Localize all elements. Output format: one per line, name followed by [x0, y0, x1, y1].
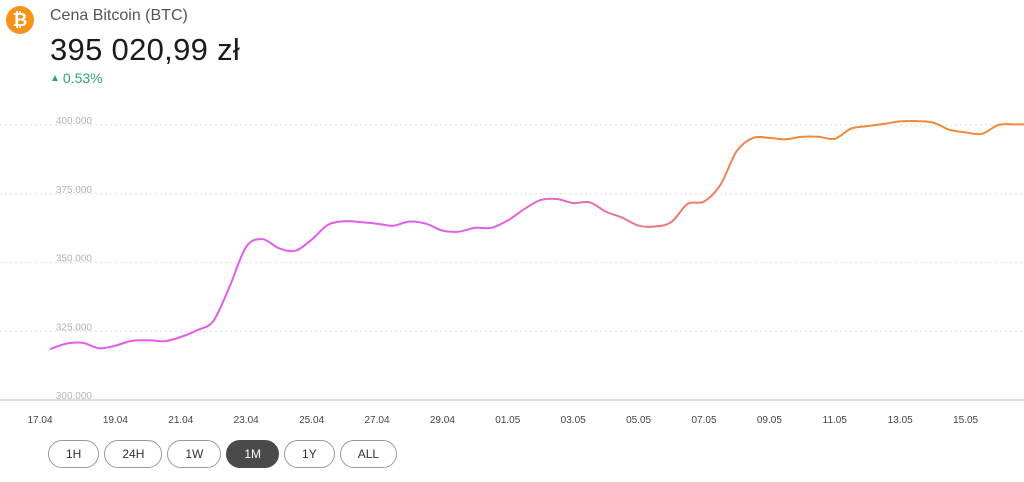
- range-button-1h[interactable]: 1H: [48, 440, 100, 468]
- y-tick-label: 400.000: [56, 116, 93, 127]
- y-tick-label: 375.000: [56, 185, 93, 196]
- x-tick-label: 21.04: [168, 415, 193, 426]
- x-tick-label: 19.04: [103, 415, 128, 426]
- range-button-24h[interactable]: 24H: [104, 440, 163, 468]
- x-tick-label: 27.04: [364, 415, 389, 426]
- bitcoin-logo-icon: ₿: [6, 6, 34, 34]
- y-tick-label: 325.000: [56, 322, 93, 333]
- range-button-all[interactable]: ALL: [339, 440, 398, 468]
- x-tick-label: 09.05: [757, 415, 782, 426]
- y-tick-label: 350.000: [56, 254, 93, 265]
- x-tick-label: 29.04: [430, 415, 455, 426]
- x-tick-label: 03.05: [561, 415, 586, 426]
- range-button-1w[interactable]: 1W: [167, 440, 222, 468]
- asset-name: Cena Bitcoin (BTC): [50, 7, 188, 24]
- time-range-selector: 1H 24H 1W 1M 1Y ALL: [48, 440, 398, 468]
- range-button-1m[interactable]: 1M: [226, 440, 280, 468]
- triangle-up-icon: ▲: [50, 72, 60, 84]
- x-tick-label: 11.05: [823, 415, 848, 426]
- x-tick-label: 17.04: [27, 415, 52, 426]
- x-tick-label: 01.05: [495, 415, 520, 426]
- price-chart: 400.000 375.000 350.000 325.000 300.000 17.0…: [0, 116, 1024, 426]
- current-price: 395 020,99 zł: [50, 32, 241, 67]
- x-tick-label: 15.05: [953, 415, 978, 426]
- x-tick-label: 13.05: [888, 415, 913, 426]
- x-tick-label: 23.04: [234, 415, 259, 426]
- x-tick-label: 05.05: [626, 415, 651, 426]
- x-tick-label: 07.05: [691, 415, 716, 426]
- price-change-value: 0.53%: [62, 70, 103, 86]
- y-tick-label: 300.000: [56, 391, 93, 402]
- x-tick-label: 25.04: [299, 415, 324, 426]
- range-button-1y[interactable]: 1Y: [284, 440, 335, 468]
- price-change: ▲ 0.53%: [50, 70, 103, 86]
- series-line: [49, 120, 1024, 351]
